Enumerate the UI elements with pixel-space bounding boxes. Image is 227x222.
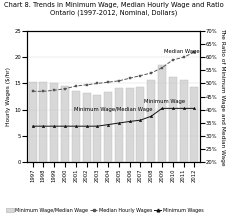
Text: Minimum Wage/Median Wage: Minimum Wage/Median Wage <box>74 107 153 112</box>
Bar <box>82 93 91 214</box>
Bar <box>147 79 155 214</box>
Bar <box>104 92 112 214</box>
Bar <box>39 82 47 214</box>
Text: Chart 8. Trends in Minimum Wage, Median Hourly Wage and Ratio
Ontario (1997-2012: Chart 8. Trends in Minimum Wage, Median … <box>4 2 223 16</box>
Bar <box>61 86 69 214</box>
Y-axis label: The Ratio of Minimum Wage and Median Wage: The Ratio of Minimum Wage and Median Wag… <box>220 28 225 165</box>
Bar <box>169 77 177 214</box>
Bar <box>115 88 123 214</box>
Bar <box>93 95 101 214</box>
Bar <box>72 91 80 214</box>
Bar <box>136 87 145 214</box>
Bar <box>29 82 37 214</box>
Bar <box>126 88 134 214</box>
Bar <box>180 80 188 214</box>
Bar <box>50 83 58 214</box>
Text: Minimum Wage: Minimum Wage <box>144 99 185 104</box>
Y-axis label: Hourly Wages ($/hr): Hourly Wages ($/hr) <box>6 67 11 126</box>
Text: Median Wage: Median Wage <box>164 49 199 54</box>
Bar <box>190 87 198 214</box>
Bar <box>158 65 166 214</box>
Legend: Minimum Wage/Median Wage, Median Hourly Wages, Minimum Wages: Minimum Wage/Median Wage, Median Hourly … <box>4 206 205 215</box>
